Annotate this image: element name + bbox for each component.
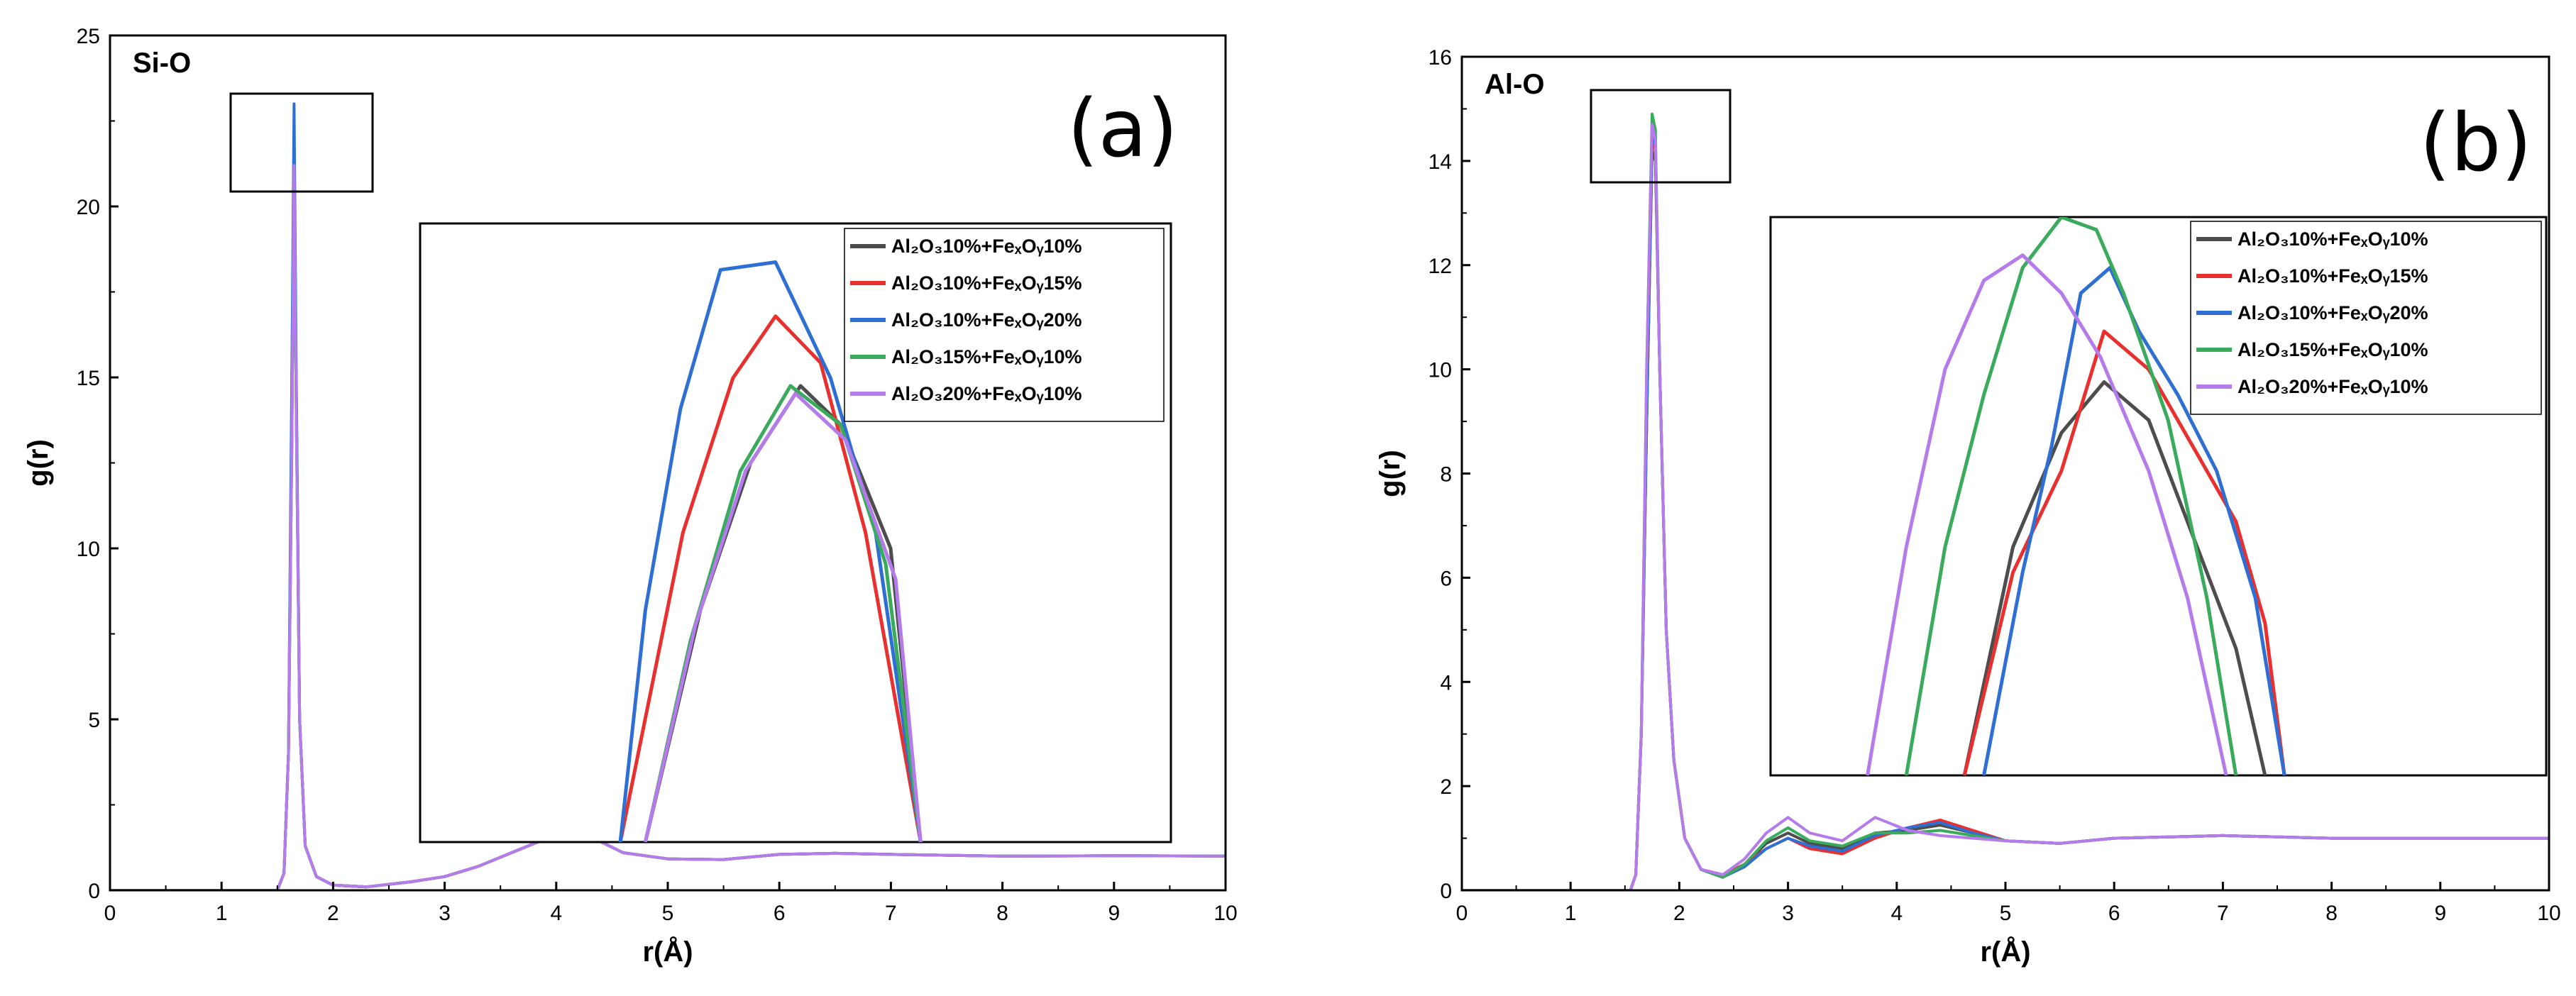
- inset-series-group: [1866, 217, 2286, 775]
- y-tick-label: 20: [77, 196, 100, 219]
- y-tick-label: 8: [1440, 463, 1452, 487]
- x-tick-label: 3: [1782, 902, 1794, 925]
- legend-box: [844, 228, 1165, 422]
- y-tick-label: 12: [1429, 255, 1452, 278]
- panel-label: (a): [1067, 83, 1178, 175]
- x-axis-label: r(Å): [642, 936, 693, 968]
- x-axis-label: r(Å): [1980, 936, 2030, 968]
- legend-entry: Al₂O₃20%+FeₓOᵧ10%: [891, 383, 1082, 404]
- x-tick-label: 6: [2108, 902, 2120, 925]
- y-axis-label: g(r): [1375, 450, 1406, 497]
- y-tick-label: 2: [1440, 775, 1452, 799]
- x-tick-label: 10: [2537, 902, 2560, 925]
- panel-a: 0 1 2 3 4 5 6 7 8 9 10 0 5 10 15 20 25 r(Å) g(r) Si-O (a) Al₂…: [23, 25, 1238, 968]
- x-tick-label: 7: [2217, 902, 2229, 925]
- x-tick-label: 9: [1108, 902, 1120, 925]
- x-tick-label: 3: [439, 902, 451, 925]
- y-tick-label: 16: [1429, 46, 1452, 70]
- x-tick-label: 4: [550, 902, 562, 925]
- x-tick-label: 0: [1456, 902, 1468, 925]
- y-tick-label: 5: [88, 709, 100, 732]
- bond-pair-label: Si-O: [133, 48, 191, 79]
- bond-pair-label: Al-O: [1485, 69, 1544, 100]
- inset-plot: Al₂O₃10%+FeₓOᵧ10% Al₂O₃10%+FeₓOᵧ15% Al₂O₃1…: [419, 222, 1172, 843]
- y-tick-label: 0: [1440, 880, 1452, 903]
- series-group: [110, 102, 1226, 890]
- y-tick-label: 14: [1429, 150, 1452, 174]
- y-tick-label: 25: [77, 25, 100, 48]
- inset-series-line-5: [643, 392, 923, 842]
- x-tick-label: 5: [2000, 902, 2012, 925]
- inset-series-group: [618, 260, 923, 842]
- panel-b: 0 1 2 3 4 5 6 7 8 9 100246810121416r(Å)g(r)Al-O(b)…: [1375, 46, 2561, 968]
- x-tick-label: 1: [1565, 902, 1577, 925]
- x-tick-label: 8: [996, 902, 1008, 925]
- x-tick-label: 5: [662, 902, 674, 925]
- series-line-5: [1462, 123, 2549, 890]
- x-tick-label: 10: [1213, 902, 1237, 925]
- panel-label: (b): [2420, 97, 2532, 189]
- y-tick-label: 4: [1440, 671, 1452, 695]
- x-tick-label: 9: [2434, 902, 2446, 925]
- inset-series-line-1: [1962, 380, 2267, 775]
- x-tick-label: 8: [2325, 902, 2338, 925]
- legend-entry: Al₂O₃10%+FeₓOᵧ15%: [891, 272, 1082, 294]
- x-tick-label: 2: [327, 902, 339, 925]
- x-tick-label: 4: [1890, 902, 1903, 925]
- y-tick-label: 15: [77, 367, 100, 390]
- series-line-5: [110, 164, 1226, 890]
- legend-entry: Al₂O₃10%+FeₓOᵧ20%: [891, 309, 1082, 331]
- legend: Al₂O₃10%+FeₓOᵧ10% Al₂O₃10%+FeₓOᵧ15% Al₂O₃1…: [2190, 221, 2542, 415]
- legend-entry: Al₂O₃10%+FeₓOᵧ10%: [891, 236, 1082, 257]
- legend-entry: Al₂O₃10%+FeₓOᵧ15%: [2238, 265, 2428, 287]
- legend-entry: Al₂O₃20%+FeₓOᵧ10%: [2238, 376, 2428, 397]
- inset-series-line-2: [618, 314, 923, 842]
- legend-box: [2190, 221, 2542, 415]
- x-tick-label: 2: [1673, 902, 1685, 925]
- legend-entry: Al₂O₃10%+FeₓOᵧ20%: [2238, 302, 2428, 323]
- x-tick-label: 0: [104, 902, 116, 925]
- legend: Al₂O₃10%+FeₓOᵧ10% Al₂O₃10%+FeₓOᵧ15% Al₂O₃1…: [844, 228, 1165, 422]
- inset-series-line-2: [1962, 329, 2286, 775]
- y-axis-label: g(r): [23, 439, 54, 487]
- inset-series-line-5: [1866, 253, 2228, 775]
- x-tick-label: 1: [216, 902, 228, 925]
- y-tick-label: 10: [77, 538, 100, 561]
- y-tick-label: 10: [1429, 359, 1452, 382]
- x-tick-label: 7: [885, 902, 897, 925]
- y-tick-label: 6: [1440, 567, 1452, 590]
- inset-series-line-4: [1904, 217, 2238, 775]
- zoom-window-box: [229, 92, 374, 193]
- legend-entry: Al₂O₃15%+FeₓOᵧ10%: [891, 346, 1082, 367]
- legend-entry: Al₂O₃10%+FeₓOᵧ10%: [2238, 228, 2428, 250]
- zoom-window-box: [1590, 89, 1732, 184]
- y-tick-label: 0: [88, 880, 100, 903]
- x-tick-label: 6: [774, 902, 786, 925]
- legend-entry: Al₂O₃15%+FeₓOᵧ10%: [2238, 339, 2428, 360]
- series-group: [1462, 112, 2549, 890]
- inset-plot: Al₂O₃10%+FeₓOᵧ10% Al₂O₃10%+FeₓOᵧ15% Al₂O₃1…: [1769, 216, 2548, 777]
